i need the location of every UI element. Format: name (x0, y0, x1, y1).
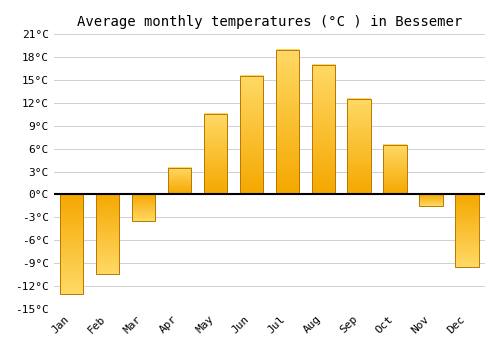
Bar (312, 65, 335, 194)
Bar (96, 194, 119, 274)
Bar (348, 99, 371, 194)
Bar (240, 76, 263, 194)
Bar (420, 194, 443, 206)
Title: Average monthly temperatures (°C ) in Bessemer: Average monthly temperatures (°C ) in Be… (76, 15, 462, 29)
Bar (204, 114, 227, 194)
Bar (276, 50, 299, 194)
Bar (384, 145, 407, 194)
Bar (168, 168, 191, 194)
Bar (132, 194, 155, 221)
Bar (456, 194, 478, 267)
Bar (60, 194, 84, 294)
